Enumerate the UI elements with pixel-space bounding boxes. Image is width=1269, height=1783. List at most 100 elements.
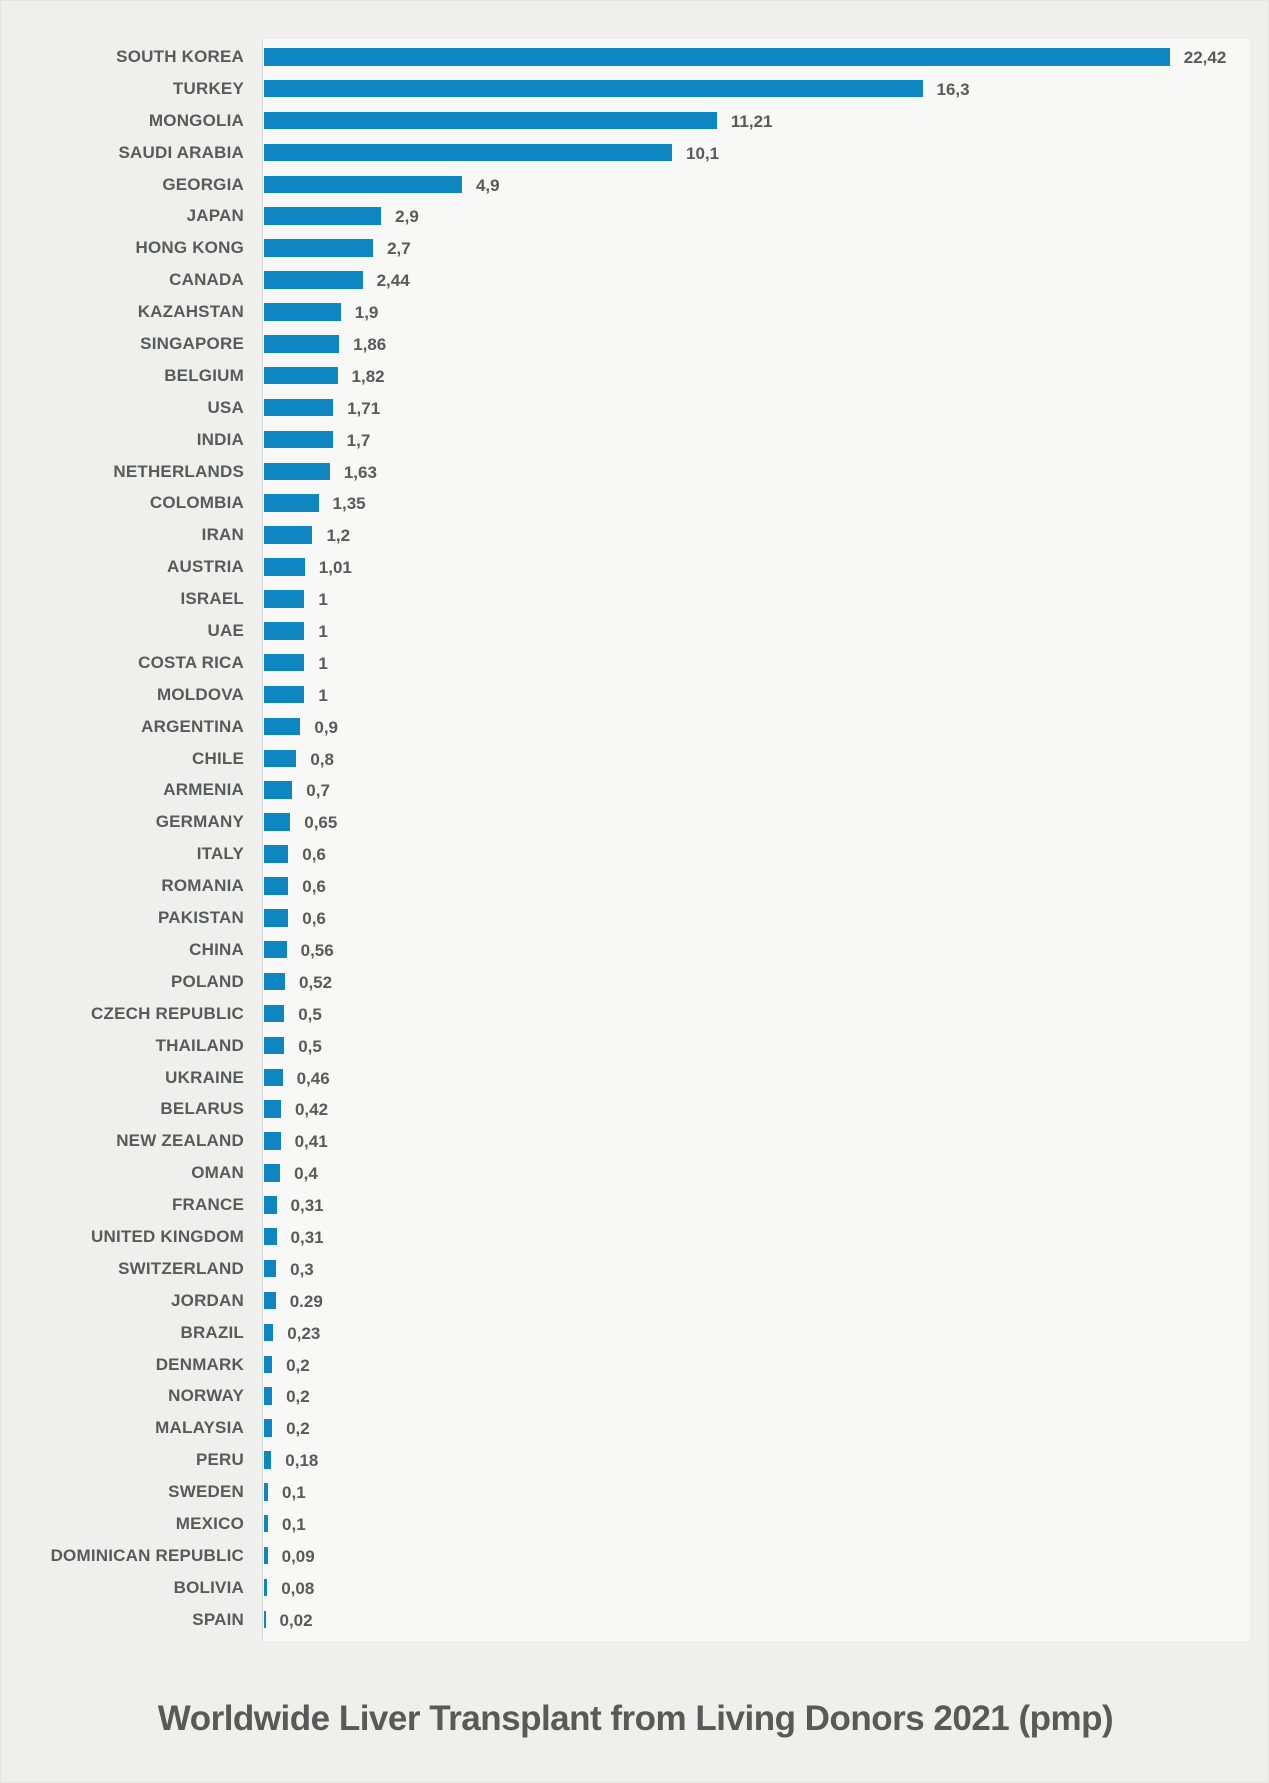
value-label: 0,41 <box>294 1132 328 1152</box>
chart-row: PERU 0,18 <box>1 1444 1268 1476</box>
chart-row: BRAZIL 0,23 <box>1 1317 1268 1349</box>
bar <box>264 175 462 194</box>
category-label: MEXICO <box>175 1513 244 1533</box>
category-label: MONGOLIA <box>148 110 244 130</box>
category-label: KAZAHSTAN <box>137 302 244 322</box>
chart-row: SOUTH KOREA 22,42 <box>1 41 1268 73</box>
chart-row: MOLDOVA 1 <box>1 679 1268 711</box>
value-label: 0,42 <box>294 1100 329 1120</box>
value-label: 0,65 <box>304 813 338 833</box>
chart-row: NORWAY 0,2 <box>1 1380 1268 1412</box>
category-label: HONG KONG <box>135 238 244 258</box>
bar <box>264 909 289 927</box>
value-label: 0,6 <box>302 909 326 929</box>
bar <box>264 1036 285 1055</box>
value-label: 4,9 <box>475 175 500 195</box>
bar <box>264 845 289 863</box>
category-label: CHILE <box>192 748 244 768</box>
chart-row: ISRAEL 1 <box>1 583 1268 615</box>
value-label: 1,82 <box>351 366 385 386</box>
bar <box>264 271 363 289</box>
category-label: POLAND <box>171 971 244 991</box>
value-label: 0,52 <box>299 972 333 992</box>
category-label: USA <box>207 397 244 417</box>
value-label: 1 <box>318 685 328 705</box>
chart-row: INDIA 1,7 <box>1 424 1268 456</box>
chart-row: SAUDI ARABIA 10,1 <box>1 137 1268 169</box>
bar <box>264 1610 266 1629</box>
bar <box>264 1419 273 1437</box>
category-label: CZECH REPUBLIC <box>91 1003 244 1023</box>
value-label: 0,1 <box>282 1514 306 1534</box>
chart-row: BELARUS 0,42 <box>1 1093 1268 1125</box>
category-label: IRAN <box>201 525 244 545</box>
bar <box>264 526 313 544</box>
value-label: 0,1 <box>282 1483 306 1503</box>
chart-row: CHILE 0,8 <box>1 743 1268 775</box>
value-label: 2,44 <box>376 271 410 291</box>
category-label: CANADA <box>169 270 244 290</box>
value-label: 1,35 <box>332 494 366 514</box>
bar <box>264 430 333 449</box>
value-label: 1,01 <box>318 558 352 578</box>
value-label: 1 <box>318 622 328 642</box>
chart-row: POLAND 0,52 <box>1 966 1268 998</box>
bar <box>264 685 305 704</box>
category-label: GERMANY <box>155 812 244 832</box>
category-label: DENMARK <box>155 1354 244 1374</box>
category-label: NEW ZEALAND <box>116 1131 244 1151</box>
bar <box>264 494 319 512</box>
chart-row: NEW ZEALAND 0,41 <box>1 1125 1268 1157</box>
chart-row: SINGAPORE 1,86 <box>1 328 1268 360</box>
value-label: 0,2 <box>286 1355 310 1375</box>
value-label: 0,4 <box>294 1164 318 1184</box>
bar <box>264 749 297 768</box>
value-label: 1 <box>318 653 328 673</box>
category-label: FRANCE <box>171 1195 244 1215</box>
bar <box>264 877 289 895</box>
value-label: 22,42 <box>1183 48 1227 67</box>
value-label: 0,23 <box>287 1323 321 1343</box>
chart-row: BOLIVIA 0,08 <box>1 1572 1268 1604</box>
bar <box>264 1132 281 1150</box>
bar-rows-container: SOUTH KOREA 22,42 TURKEY 16,3 MONGOLIA 11,21 S… <box>1 41 1268 1636</box>
category-label: TURKEY <box>172 78 244 98</box>
category-label: SWEDEN <box>168 1482 244 1502</box>
value-label: 0.29 <box>289 1291 323 1311</box>
chart-row: OMAN 0,4 <box>1 1157 1268 1189</box>
bar <box>264 143 673 162</box>
category-label: PAKISTAN <box>158 908 244 928</box>
bar <box>264 1483 269 1501</box>
category-label: SOUTH KOREA <box>116 47 244 66</box>
chart-row: MEXICO 0,1 <box>1 1508 1268 1540</box>
chart-row: CZECH REPUBLIC 0,5 <box>1 998 1268 1030</box>
chart-row: JORDAN 0.29 <box>1 1285 1268 1317</box>
value-label: 0,31 <box>290 1196 324 1216</box>
chart-row: IRAN 1,2 <box>1 519 1268 551</box>
value-label: 0,31 <box>290 1227 324 1247</box>
chart-row: ITALY 0,6 <box>1 838 1268 870</box>
value-label: 11,21 <box>730 111 773 131</box>
value-label: 0,2 <box>286 1387 310 1407</box>
value-label: 0,6 <box>302 845 326 865</box>
chart-row: CANADA 2,44 <box>1 264 1268 296</box>
category-label: JAPAN <box>186 206 244 226</box>
chart-row: DOMINICAN REPUBLIC 0,09 <box>1 1540 1268 1572</box>
category-label: CHINA <box>189 939 244 959</box>
value-label: 10,1 <box>686 143 720 163</box>
bar <box>264 1164 281 1182</box>
bar <box>264 1291 276 1310</box>
bar <box>264 1387 273 1405</box>
chart-row: FRANCE 0,31 <box>1 1189 1268 1221</box>
chart-row: DENMARK 0,2 <box>1 1349 1268 1381</box>
chart-row: USA 1,71 <box>1 392 1268 424</box>
bar <box>264 1514 269 1533</box>
category-label: ARMENIA <box>163 780 244 800</box>
bar <box>264 781 293 799</box>
value-label: 1 <box>318 590 328 610</box>
bar <box>264 1355 273 1374</box>
category-label: BRAZIL <box>180 1322 244 1342</box>
value-label: 0,09 <box>281 1546 315 1566</box>
category-label: PERU <box>195 1450 244 1470</box>
bar <box>264 398 334 417</box>
